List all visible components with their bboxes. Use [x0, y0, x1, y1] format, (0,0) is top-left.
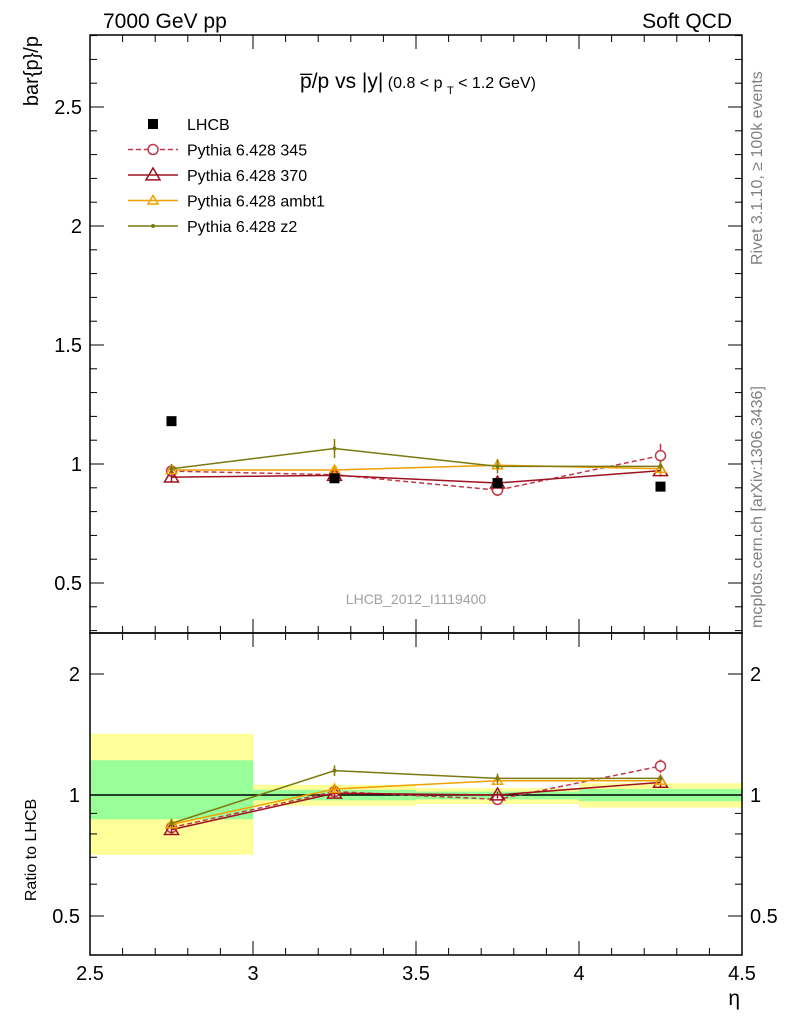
title-cut-sub: T [447, 85, 454, 97]
ratio-point [658, 776, 663, 781]
ratio-ylabel: Ratio to LHCB [23, 799, 40, 901]
title-main: p̅/p vs |y| [299, 70, 383, 93]
x-tick-label: 4.5 [728, 963, 756, 985]
title-cut-end: < 1.2 GeV) [458, 75, 536, 92]
ratio-point [654, 760, 667, 772]
x-tick-label: 4 [573, 963, 584, 985]
ratio-frame [89, 632, 743, 956]
title-cut: (0.8 < p [388, 75, 443, 92]
ratio-line-0 [171, 765, 661, 829]
ratio-line-1 [171, 781, 661, 831]
data-point [332, 446, 337, 451]
ratio-line-2 [171, 780, 661, 826]
y-tick-label-ratio: 0.5 [52, 906, 80, 928]
legend-marker [144, 166, 162, 181]
x-tick-label: 2.5 [76, 963, 104, 985]
ratio-point [332, 768, 337, 773]
y-tick-label-main: 1.5 [54, 335, 82, 357]
y-tick-label-ratio-right: 2 [750, 664, 761, 686]
legend-marker [147, 143, 159, 156]
legend-marker [151, 224, 155, 228]
legend-label: Pythia 6.428 345 [187, 143, 307, 160]
data-point [163, 468, 180, 483]
ratio-point [489, 786, 506, 801]
lhcb-point [329, 473, 340, 484]
data-point [495, 464, 500, 469]
y-tick-label-main: 1 [71, 454, 82, 476]
legend-label: LHCB [187, 117, 230, 134]
y-tick-label-main: 2 [71, 216, 82, 238]
ratio-point [495, 776, 500, 781]
lhcb-point [655, 481, 666, 492]
legend-marker [148, 119, 158, 129]
y-tick-label-main: 0.5 [54, 573, 82, 595]
x-axis-label: η [728, 987, 740, 1010]
legend-label: Pythia 6.428 z2 [187, 219, 297, 236]
header-right: Soft QCD [642, 10, 732, 33]
ratio-point [491, 774, 504, 786]
header-left: 7000 GeV pp [103, 10, 227, 33]
ratio-point [328, 782, 341, 794]
data-point [658, 464, 663, 469]
legend: LHCB Pythia 6.428 345 Pythia 6.428 370 Pyth… [128, 117, 325, 236]
series-line-3 [171, 447, 661, 470]
series-line-0 [171, 454, 661, 491]
legend-label: Pythia 6.428 ambt1 [187, 194, 325, 211]
y-tick-label-main: 2.5 [54, 97, 82, 119]
main-ylabel: bar{p}/p [21, 36, 43, 106]
ratio-point [654, 774, 667, 786]
ratio-point [165, 817, 178, 829]
side-label-top: Rivet 3.1.10, ≥ 100k events [749, 71, 766, 265]
y-tick-label-ratio-right: 1 [750, 785, 761, 807]
side-label-bottom: mcplots.cern.ch [arXiv:1306.3436] [749, 386, 766, 628]
ratio-line-3 [171, 769, 661, 825]
x-tick-label: 3 [247, 963, 258, 985]
legend-marker [146, 194, 160, 205]
series-lines [163, 416, 669, 836]
watermark: LHCB_2012_I1119400 [346, 591, 487, 607]
band-green-0 [90, 760, 253, 820]
y-tick-label-ratio: 2 [69, 664, 80, 686]
series-line-1 [171, 469, 661, 484]
x-tick-label: 3.5 [402, 963, 430, 985]
ratio-point [169, 821, 174, 826]
plot-title: p̅/p vs |y| (0.8 < p T < 1.2 GeV) [299, 70, 536, 98]
lhcb-point [492, 478, 503, 489]
data-point [169, 466, 174, 471]
data-point [654, 449, 667, 462]
lhcb-point [166, 416, 177, 427]
y-tick-label-ratio-right: 0.5 [750, 906, 778, 928]
frames [89, 34, 743, 956]
data-point [654, 462, 667, 474]
legend-label: Pythia 6.428 370 [187, 168, 307, 185]
y-tick-label-ratio: 1 [69, 785, 80, 807]
